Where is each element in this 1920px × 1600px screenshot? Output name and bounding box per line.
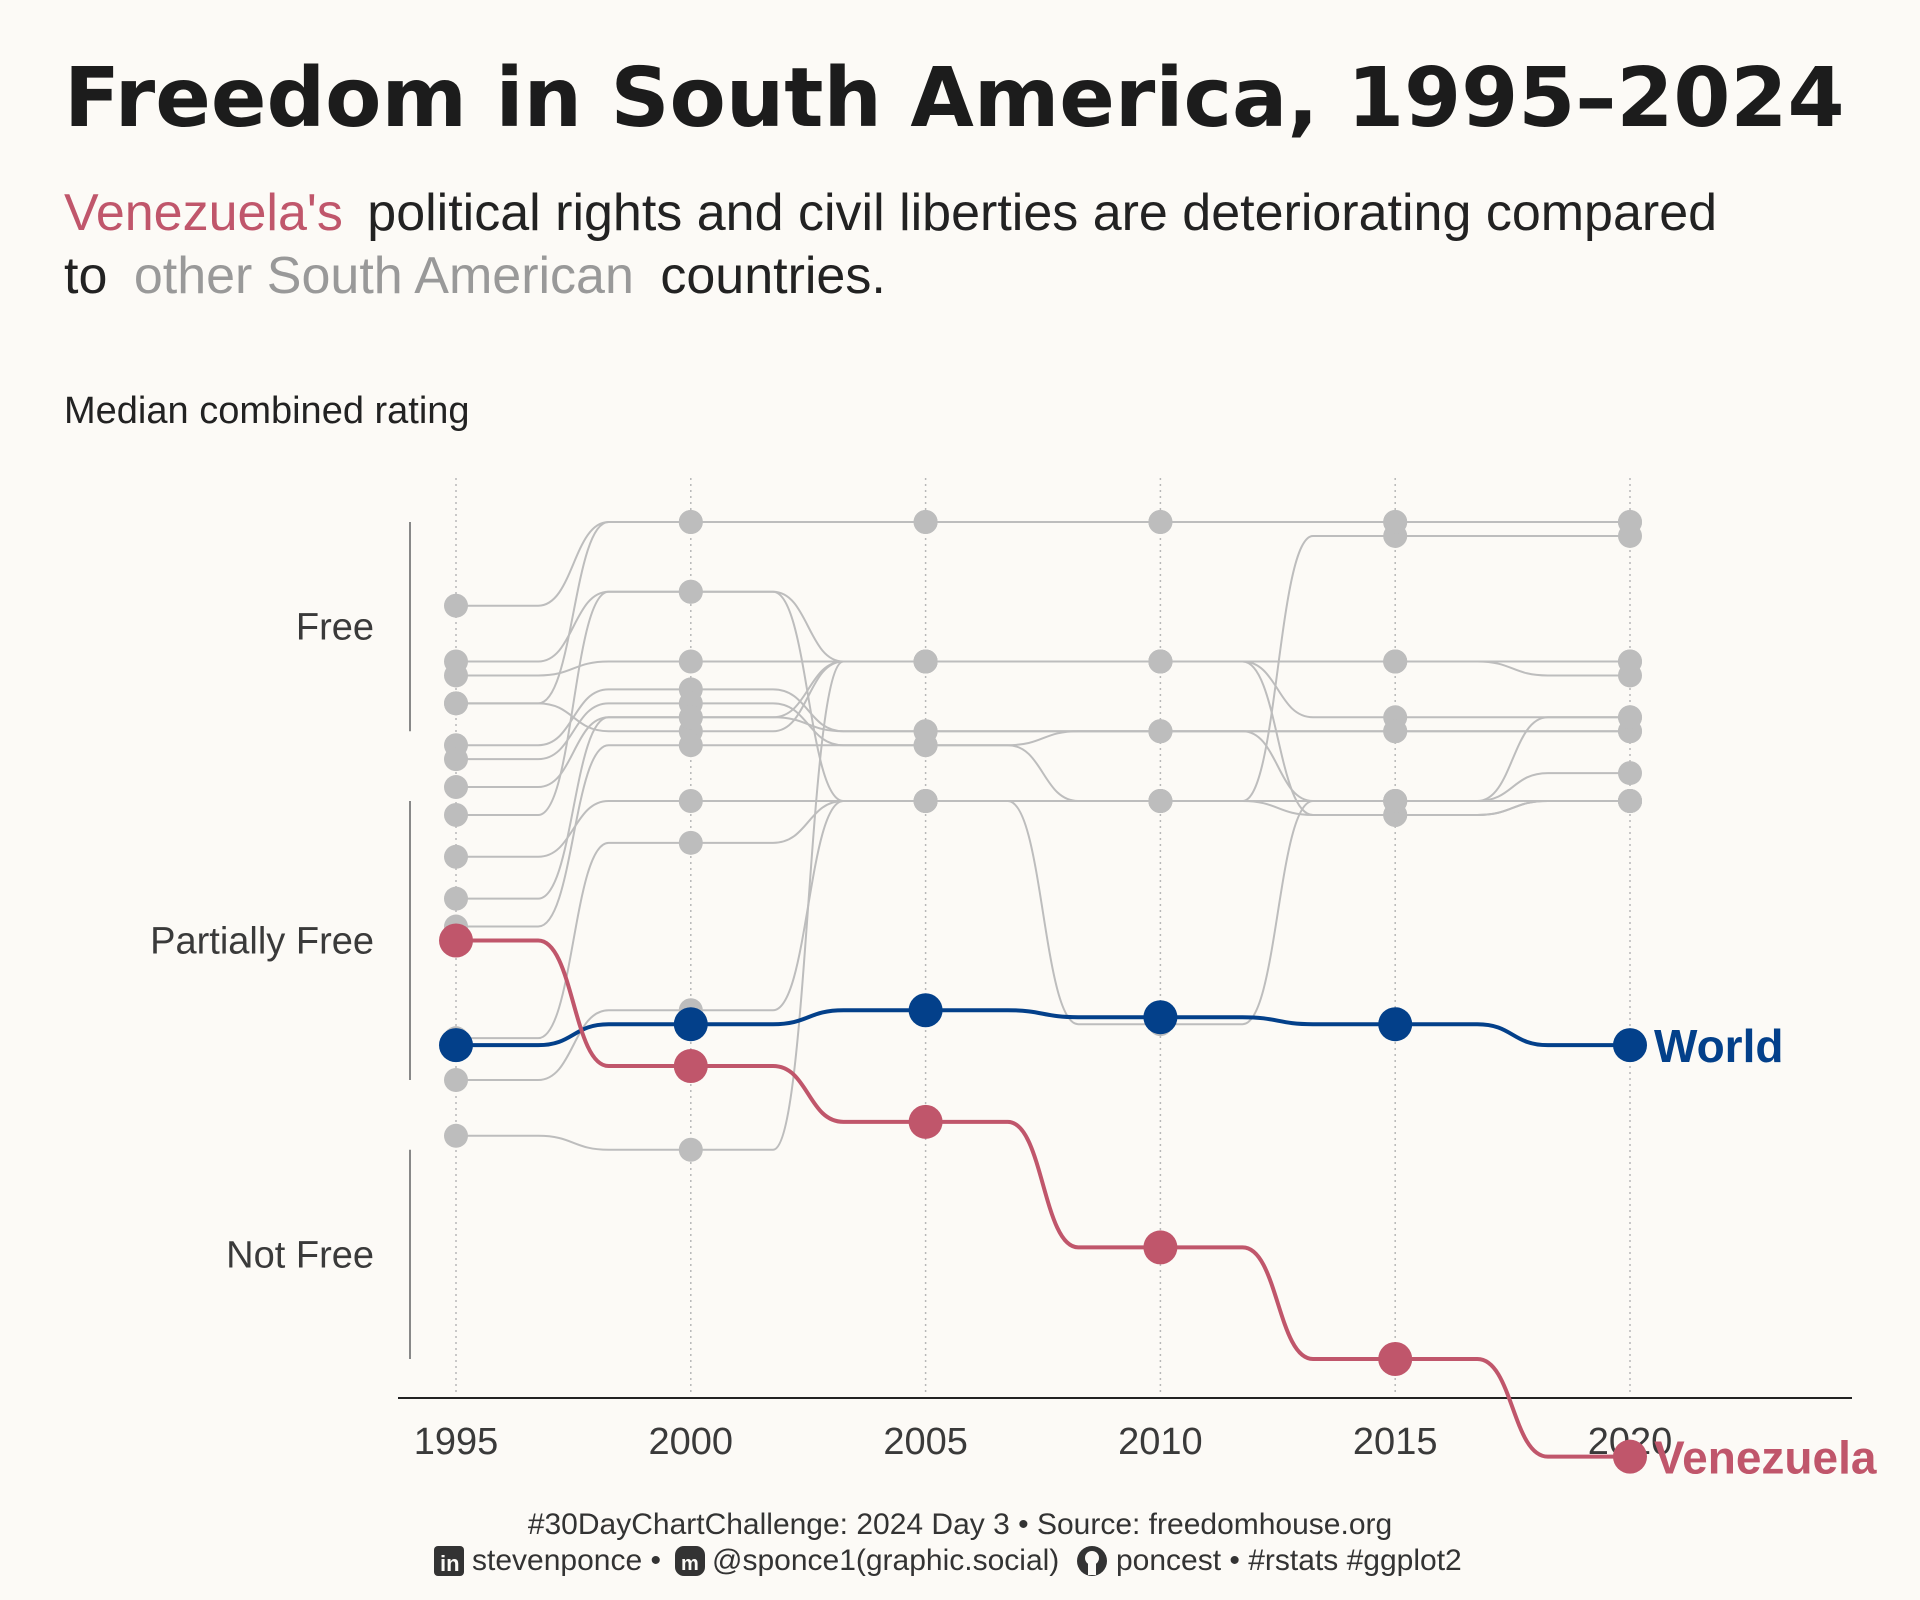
point-other (444, 663, 468, 688)
point-other (678, 579, 703, 604)
x-tick-label: 2010 (1118, 1421, 1203, 1463)
series-label-world: World (1654, 1020, 1783, 1072)
caption-github-handle: poncest • #rstats #ggplot2 (1116, 1544, 1462, 1577)
subtitle-highlight-venezuela: Venezuela's (64, 184, 343, 242)
series-line-other (456, 660, 1630, 789)
series-line-other (456, 660, 1630, 677)
point-world (1378, 1007, 1413, 1042)
point-other (913, 649, 938, 674)
y-category-label: Partially Free (150, 921, 374, 963)
point-other (444, 844, 468, 869)
point-venezuela (1378, 1342, 1413, 1376)
linkedin-icon: in (434, 1546, 464, 1576)
chart-subtitle-line2: to other South American countries. (64, 247, 886, 305)
series-line-other (456, 799, 1630, 1081)
series-line-other (456, 716, 1630, 900)
series-line-other (456, 660, 1630, 733)
x-tick-label: 2000 (649, 1421, 734, 1463)
point-other (1148, 719, 1173, 744)
svg-text:in: in (440, 1551, 460, 1576)
github-icon (1077, 1546, 1107, 1576)
point-venezuela (439, 923, 473, 958)
point-world (439, 1028, 473, 1063)
x-tick-label: 1995 (414, 1421, 499, 1463)
point-other (444, 802, 468, 827)
y-category-label: Not Free (226, 1234, 374, 1276)
caption-line1: #30DayChartChallenge: 2024 Day 3 • Sourc… (528, 1508, 1392, 1541)
x-tick-label: 2015 (1353, 1421, 1438, 1463)
point-other (1383, 789, 1408, 813)
point-other (678, 733, 703, 758)
point-other (444, 775, 468, 800)
subtitle-part2-suffix: countries. (660, 247, 885, 305)
svg-text:m: m (681, 1553, 699, 1575)
point-other (678, 789, 703, 813)
point-other (444, 1068, 468, 1092)
series-line-other (456, 521, 1630, 607)
subtitle-part2-prefix: to (64, 247, 107, 305)
point-other (1148, 649, 1173, 674)
point-venezuela (1613, 1439, 1647, 1474)
point-other (444, 691, 468, 716)
caption-mastodon-handle: @sponce1(graphic.social) (712, 1544, 1059, 1577)
point-other (1618, 789, 1642, 813)
point-other (1383, 510, 1408, 534)
point-other (444, 593, 468, 618)
caption-line2: in stevenponce • m @sponce1(graphic.soci… (434, 1544, 1462, 1577)
point-other (913, 510, 938, 534)
y-category-label: Free (296, 607, 374, 649)
y-axis-label: Median combined rating (64, 390, 470, 432)
subtitle-grey-text: other South American (134, 247, 634, 305)
subtitle-part1: political rights and civil liberties are… (367, 184, 1717, 242)
point-world (1143, 1000, 1178, 1035)
point-other (1618, 649, 1642, 674)
point-venezuela (1143, 1230, 1178, 1265)
point-other (678, 830, 703, 855)
plot-area: Free Partially Free Not Free 1995 2000 2005 20… (150, 478, 1877, 1484)
series-label-venezuela: Venezuela (1654, 1432, 1877, 1484)
caption-linkedin-handle: stevenponce • (472, 1544, 661, 1577)
point-other (1618, 510, 1642, 534)
series-line-other (456, 590, 1630, 663)
chart-title: Freedom in South America, 1995–2024 (64, 51, 1845, 146)
point-other (444, 747, 468, 772)
series-line-other (456, 702, 1630, 761)
series-line-world (456, 1008, 1630, 1048)
point-world (673, 1007, 708, 1042)
point-other (678, 705, 703, 730)
series-line-other (456, 534, 1630, 928)
point-venezuela (673, 1049, 708, 1084)
series-line-other (456, 660, 1630, 1151)
point-other (1383, 649, 1408, 674)
point-world (1613, 1028, 1647, 1063)
point-other (444, 886, 468, 911)
point-other (1383, 719, 1408, 744)
point-world (908, 993, 943, 1028)
point-other (444, 1123, 468, 1148)
point-other (1618, 705, 1642, 730)
point-venezuela (908, 1104, 943, 1139)
x-tick-label: 2005 (883, 1421, 968, 1463)
series-line-venezuela (456, 938, 1630, 1459)
point-other (678, 649, 703, 674)
point-other (1148, 789, 1173, 813)
point-other (678, 510, 703, 534)
point-other (913, 733, 938, 758)
chart-subtitle: Venezuela's political rights and civil l… (64, 184, 1717, 242)
point-other (678, 1137, 703, 1162)
point-other (913, 789, 938, 813)
point-other (1618, 761, 1642, 786)
series-line-other (456, 799, 1630, 1040)
series-line-other (456, 799, 1630, 858)
mastodon-icon: m (675, 1546, 705, 1576)
series-line-other (456, 521, 1630, 705)
point-other (1148, 510, 1173, 534)
